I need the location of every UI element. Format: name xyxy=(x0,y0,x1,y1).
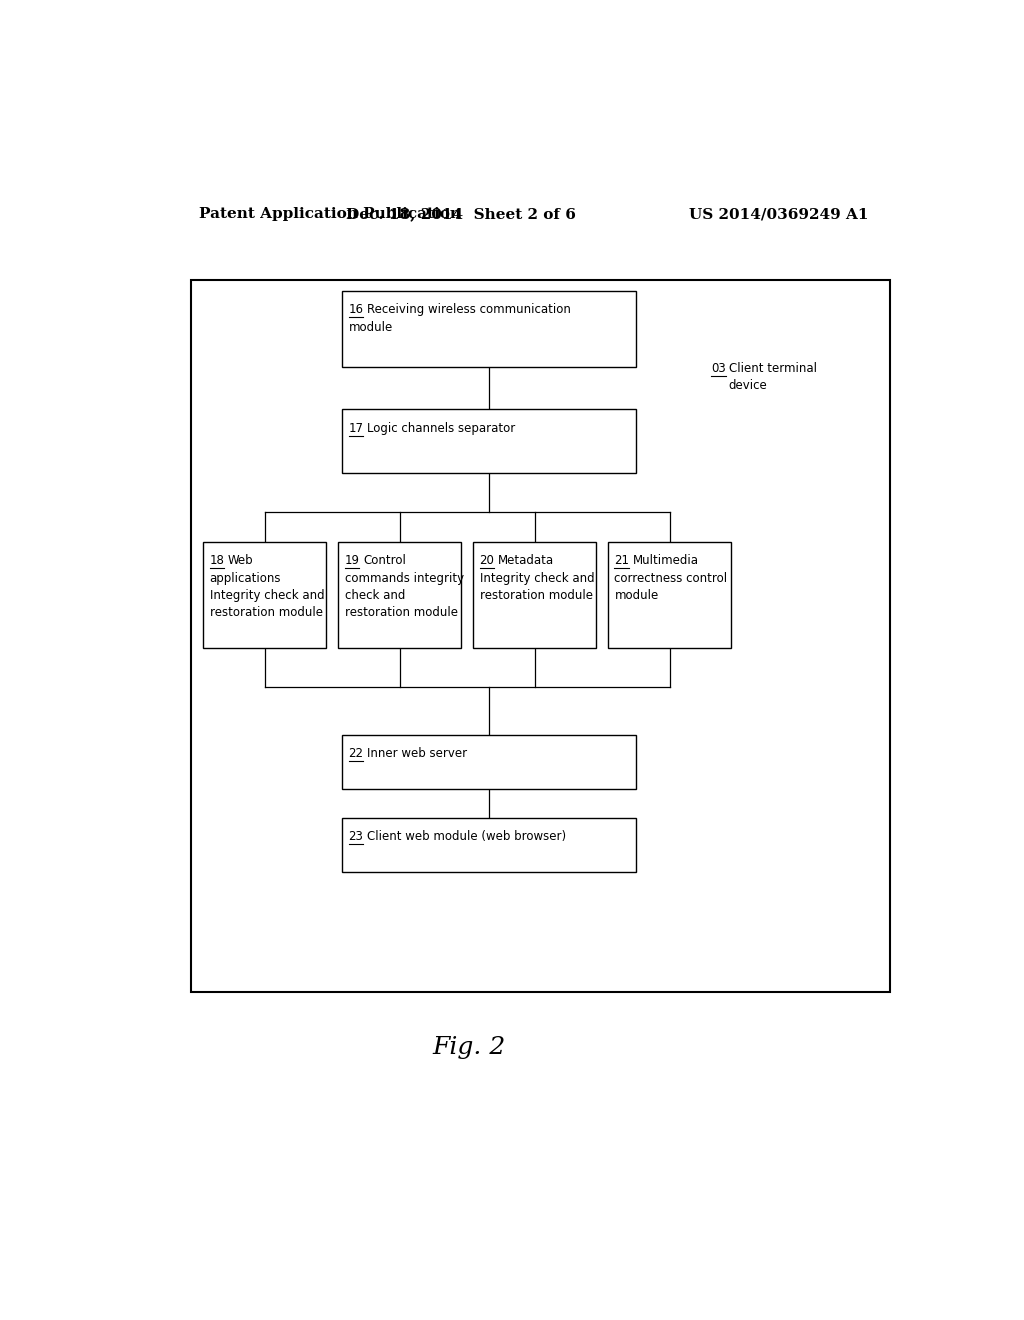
Text: Multimedia: Multimedia xyxy=(633,554,698,566)
Text: 03: 03 xyxy=(712,362,726,375)
Text: Integrity check and
restoration module: Integrity check and restoration module xyxy=(479,572,594,602)
Text: 18: 18 xyxy=(210,554,224,566)
Text: 22: 22 xyxy=(348,747,364,760)
Text: applications
Integrity check and
restoration module: applications Integrity check and restora… xyxy=(210,572,325,619)
Text: Client terminal
device: Client terminal device xyxy=(729,362,817,392)
Text: US 2014/0369249 A1: US 2014/0369249 A1 xyxy=(689,207,868,222)
Bar xyxy=(338,541,462,648)
Text: module: module xyxy=(348,321,393,334)
Text: Metadata: Metadata xyxy=(498,554,554,566)
Text: correctness control
module: correctness control module xyxy=(614,572,728,602)
Text: 19: 19 xyxy=(345,554,359,566)
Text: 20: 20 xyxy=(479,554,495,566)
Bar xyxy=(342,818,636,873)
Text: 17: 17 xyxy=(348,421,364,434)
Text: 23: 23 xyxy=(348,830,364,843)
Text: commands integrity
check and
restoration module: commands integrity check and restoration… xyxy=(345,572,464,619)
Text: 16: 16 xyxy=(348,302,364,315)
Bar xyxy=(342,290,636,367)
Bar xyxy=(204,541,327,648)
Text: Control: Control xyxy=(362,554,406,566)
Bar xyxy=(342,735,636,788)
Bar xyxy=(342,409,636,474)
Bar xyxy=(608,541,731,648)
Bar xyxy=(473,541,596,648)
Text: Inner web server: Inner web server xyxy=(367,747,467,760)
Text: Web: Web xyxy=(228,554,254,566)
Text: Client web module (web browser): Client web module (web browser) xyxy=(367,830,566,843)
Bar xyxy=(191,280,890,991)
Text: Dec. 18, 2014  Sheet 2 of 6: Dec. 18, 2014 Sheet 2 of 6 xyxy=(346,207,577,222)
Text: Fig. 2: Fig. 2 xyxy=(432,1036,506,1059)
Text: Logic channels separator: Logic channels separator xyxy=(367,421,515,434)
Text: Patent Application Publication: Patent Application Publication xyxy=(200,207,462,222)
Text: 21: 21 xyxy=(614,554,630,566)
Text: Receiving wireless communication: Receiving wireless communication xyxy=(367,302,570,315)
